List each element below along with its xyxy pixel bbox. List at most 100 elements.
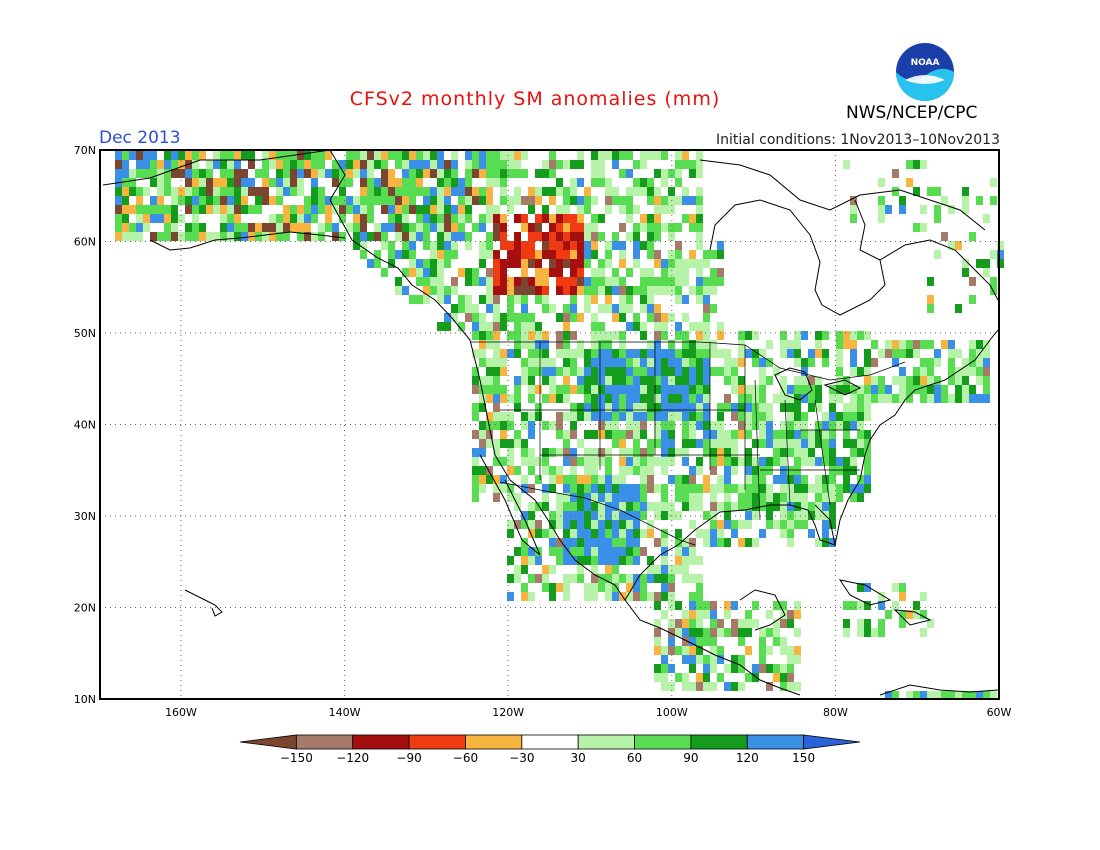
anomaly-cell: [703, 250, 710, 259]
anomaly-cell: [381, 196, 388, 205]
anomaly-cell: [640, 493, 647, 502]
anomaly-cell: [353, 169, 360, 178]
anomaly-cell: [493, 214, 500, 223]
anomaly-cell: [696, 484, 703, 493]
anomaly-cell: [353, 205, 360, 214]
anomaly-cell: [444, 187, 451, 196]
anomaly-cell: [766, 493, 773, 502]
anomaly-cell: [850, 205, 857, 214]
anomaly-cell: [563, 259, 570, 268]
anomaly-cell: [185, 151, 192, 160]
anomaly-cell: [598, 268, 605, 277]
anomaly-cell: [619, 547, 626, 556]
anomaly-cell: [234, 160, 241, 169]
anomaly-cell: [794, 412, 801, 421]
anomaly-cell: [668, 448, 675, 457]
anomaly-cell: [906, 340, 913, 349]
anomaly-cell: [122, 169, 129, 178]
anomaly-cell: [703, 439, 710, 448]
anomaly-cell: [339, 205, 346, 214]
anomaly-cell: [493, 448, 500, 457]
anomaly-cell: [577, 367, 584, 376]
anomaly-cell: [640, 331, 647, 340]
anomaly-cell: [339, 196, 346, 205]
anomaly-cell: [787, 619, 794, 628]
anomaly-cell: [318, 196, 325, 205]
anomaly-cell: [640, 367, 647, 376]
anomaly-cell: [640, 511, 647, 520]
anomaly-cell: [843, 403, 850, 412]
anomaly-cell: [717, 403, 724, 412]
anomaly-cell: [913, 187, 920, 196]
anomaly-cell: [486, 214, 493, 223]
anomaly-cell: [955, 241, 962, 250]
anomaly-cell: [367, 259, 374, 268]
anomaly-cell: [528, 592, 535, 601]
anomaly-cell: [598, 358, 605, 367]
anomaly-cell: [437, 196, 444, 205]
anomaly-cell: [339, 214, 346, 223]
anomaly-cell: [661, 664, 668, 673]
anomaly-cell: [955, 691, 962, 700]
anomaly-cell: [528, 286, 535, 295]
anomaly-cell: [213, 187, 220, 196]
anomaly-cell: [619, 313, 626, 322]
anomaly-cell: [598, 169, 605, 178]
anomaly-cell: [745, 673, 752, 682]
anomaly-cell: [591, 556, 598, 565]
anomaly-cell: [934, 214, 941, 223]
anomaly-cell: [661, 196, 668, 205]
anomaly-cell: [535, 295, 542, 304]
anomaly-cell: [234, 151, 241, 160]
anomaly-cell: [850, 367, 857, 376]
anomaly-cell: [157, 160, 164, 169]
anomaly-cell: [948, 376, 955, 385]
anomaly-cell: [143, 214, 150, 223]
anomaly-cell: [199, 196, 206, 205]
anomaly-cell: [689, 403, 696, 412]
anomaly-cell: [689, 160, 696, 169]
colorbar-swatch: [521, 734, 579, 750]
anomaly-cell: [528, 349, 535, 358]
anomaly-cell: [598, 457, 605, 466]
anomaly-cell: [927, 358, 934, 367]
anomaly-cell: [479, 340, 486, 349]
anomaly-cell: [717, 529, 724, 538]
anomaly-cell: [514, 232, 521, 241]
anomaly-cell: [612, 358, 619, 367]
anomaly-cell: [570, 385, 577, 394]
anomaly-cell: [591, 430, 598, 439]
anomaly-cell: [871, 376, 878, 385]
anomaly-cell: [689, 349, 696, 358]
anomaly-cell: [143, 151, 150, 160]
anomaly-cell: [570, 187, 577, 196]
anomaly-cell: [920, 394, 927, 403]
anomaly-cell: [682, 403, 689, 412]
anomaly-cell: [871, 385, 878, 394]
anomaly-cell: [507, 592, 514, 601]
anomaly-cell: [605, 403, 612, 412]
anomaly-cell: [451, 178, 458, 187]
anomaly-cell: [535, 232, 542, 241]
anomaly-cell: [563, 277, 570, 286]
anomaly-cell: [514, 196, 521, 205]
anomaly-cell: [311, 160, 318, 169]
anomaly-cell: [906, 385, 913, 394]
anomaly-cell: [563, 556, 570, 565]
anomaly-cell: [360, 196, 367, 205]
anomaly-cell: [654, 187, 661, 196]
anomaly-cell: [591, 196, 598, 205]
anomaly-cell: [318, 160, 325, 169]
anomaly-cell: [962, 205, 969, 214]
anomaly-cell: [906, 691, 913, 700]
anomaly-cell: [801, 412, 808, 421]
anomaly-cell: [542, 241, 549, 250]
longitude-labels: 160W 140W 120W 100W 80W 60W: [165, 706, 1011, 719]
anomaly-cell: [528, 205, 535, 214]
anomaly-cell: [577, 196, 584, 205]
anomaly-cell: [612, 241, 619, 250]
anomaly-cell: [983, 385, 990, 394]
anomaly-cell: [766, 502, 773, 511]
anomaly-cell: [563, 529, 570, 538]
anomaly-cell: [451, 205, 458, 214]
